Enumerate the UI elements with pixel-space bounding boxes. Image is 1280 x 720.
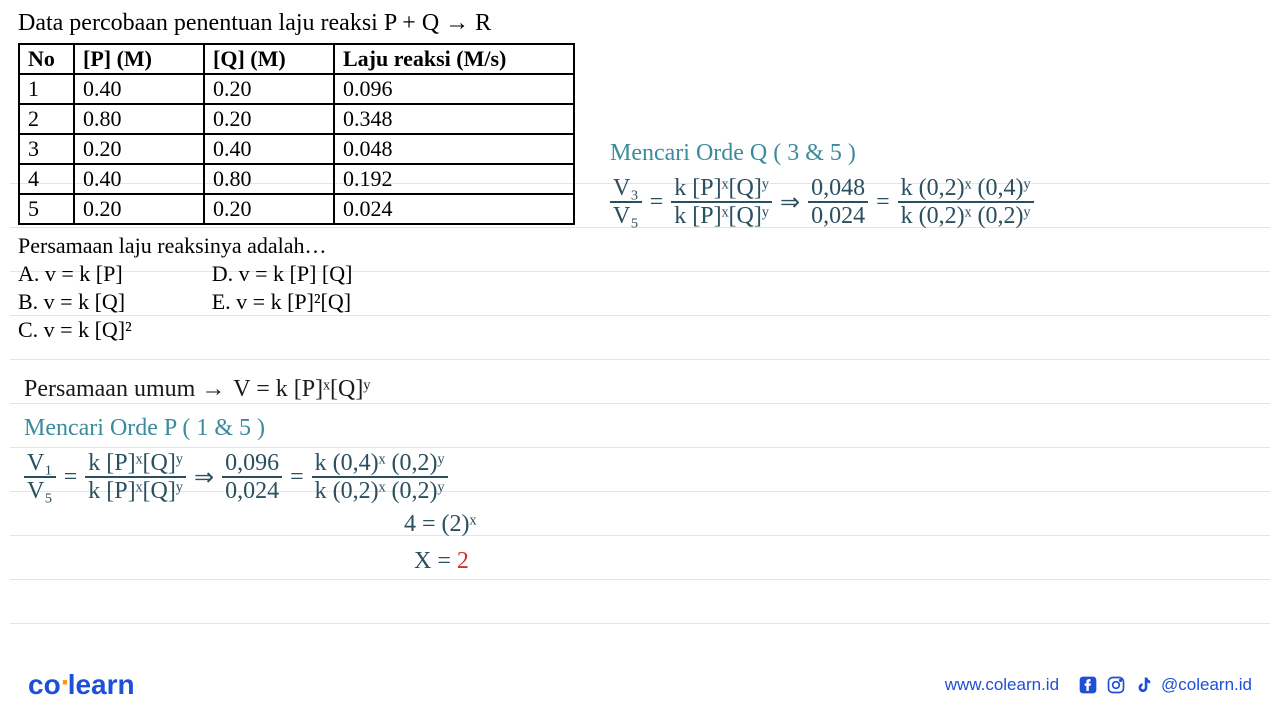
instagram-icon <box>1105 674 1127 696</box>
footer-handle: @colearn.id <box>1161 675 1252 695</box>
facebook-icon <box>1077 674 1099 696</box>
logo-learn: learn <box>68 669 135 700</box>
logo-dot-icon: · <box>61 666 68 699</box>
table-row: 10.400.200.096 <box>19 74 574 104</box>
q-ratio-den: V₅ <box>610 203 642 229</box>
col-p: [P] (M) <box>74 44 204 74</box>
question-text: Persamaan laju reaksinya adalah… <box>18 233 1262 259</box>
option-b: B. v = k [Q] <box>18 289 132 315</box>
q-frac-den: k [P]ˣ[Q]ʸ <box>671 203 772 229</box>
table-row: 20.800.200.348 <box>19 104 574 134</box>
orde-q-title: Mencari Orde Q ( 3 & 5 ) <box>610 140 1270 167</box>
handwriting-orde-p: Persamaan umum → V = k [P]ˣ[Q]ʸ Mencari … <box>24 372 744 575</box>
option-a: A. v = k [P] <box>18 261 132 287</box>
general-eq: V = k [P]ˣ[Q]ʸ <box>233 376 370 403</box>
answer-options: A. v = k [P] B. v = k [Q] C. v = k [Q]² … <box>18 261 1262 343</box>
equals: = <box>650 189 664 216</box>
p-val-den: 0,024 <box>222 478 282 504</box>
table-row: 30.200.400.048 <box>19 134 574 164</box>
equals: = <box>290 464 304 491</box>
q-val-den: 0,024 <box>808 203 868 229</box>
p-ratio-num: V₁ <box>24 450 56 478</box>
table-row: 50.200.200.024 <box>19 194 574 224</box>
tiktok-icon <box>1133 674 1155 696</box>
p-step2: 4 = (2)ˣ <box>404 511 744 538</box>
q-rhs-den: k (0,2)ˣ (0,2)ʸ <box>898 203 1034 229</box>
orde-p-title: Mencari Orde P ( 1 & 5 ) <box>24 415 744 442</box>
p-rhs-num: k (0,4)ˣ (0,2)ʸ <box>312 450 448 478</box>
option-c: C. v = k [Q]² <box>18 317 132 343</box>
general-eq-label: Persamaan umum → <box>24 376 225 403</box>
footer-url: www.colearn.id <box>945 675 1059 695</box>
table-row: 40.400.800.192 <box>19 164 574 194</box>
q-frac-num: k [P]ˣ[Q]ʸ <box>671 175 772 203</box>
col-q: [Q] (M) <box>204 44 334 74</box>
arrow-icon: ⇒ <box>780 188 800 217</box>
col-no: No <box>19 44 74 74</box>
option-d: D. v = k [P] [Q] <box>212 261 353 287</box>
q-val-num: 0,048 <box>808 175 868 203</box>
p-val-num: 0,096 <box>222 450 282 478</box>
arrow-icon: ⇒ <box>194 463 214 492</box>
footer: co·learn www.colearn.id @colearn.id <box>0 668 1280 702</box>
p-rhs-den: k (0,2)ˣ (0,2)ʸ <box>312 478 448 504</box>
q-rhs-num: k (0,2)ˣ (0,4)ʸ <box>898 175 1034 203</box>
equals: = <box>876 189 890 216</box>
p-ratio-den: V₅ <box>24 478 56 504</box>
p-step3-rhs: 2 <box>457 548 469 574</box>
equals: = <box>64 464 78 491</box>
q-ratio-num: V₃ <box>610 175 642 203</box>
logo: co·learn <box>28 668 135 702</box>
title: Data percobaan penentuan laju reaksi P +… <box>18 10 1262 37</box>
table-body: 10.400.200.096 20.800.200.348 30.200.400… <box>19 74 574 224</box>
option-e: E. v = k [P]²[Q] <box>212 289 353 315</box>
p-step3-lhs: X = <box>414 548 451 574</box>
p-frac-den: k [P]ˣ[Q]ʸ <box>85 478 186 504</box>
data-table: No [P] (M) [Q] (M) Laju reaksi (M/s) 10.… <box>18 43 575 225</box>
p-frac-num: k [P]ˣ[Q]ʸ <box>85 450 186 478</box>
logo-co: co <box>28 669 61 700</box>
col-rate: Laju reaksi (M/s) <box>334 44 574 74</box>
handwriting-orde-q: Mencari Orde Q ( 3 & 5 ) V₃ V₅ = k [P]ˣ[… <box>610 140 1270 234</box>
